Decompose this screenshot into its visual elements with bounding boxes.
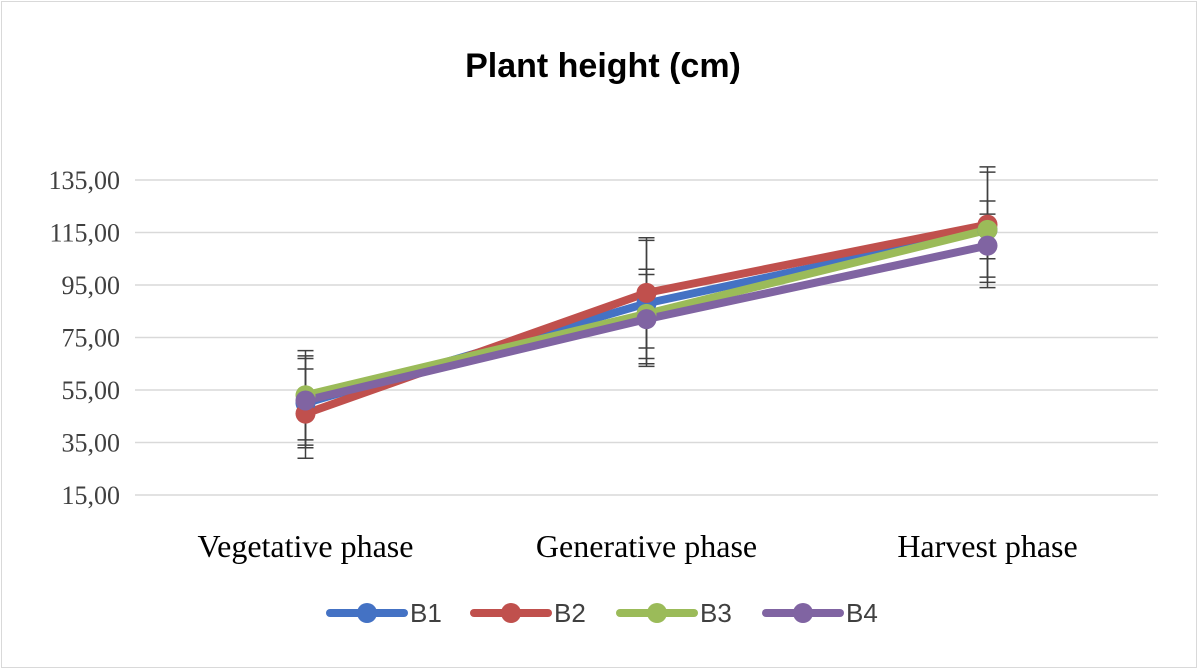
legend: B1 B2 B3 B4 [326, 598, 878, 628]
y-tick-label: 35,00 [62, 429, 121, 458]
legend-label-b3: B3 [700, 598, 732, 628]
x-axis-ticks: Vegetative phase Generative phase Harvest … [198, 528, 1078, 564]
y-tick-label: 75,00 [62, 324, 121, 353]
legend-marker-b2 [501, 603, 521, 623]
y-tick-label: 135,00 [49, 166, 121, 195]
chart-title: Plant height (cm) [465, 47, 741, 85]
y-axis-ticks: 15,00 35,00 55,00 75,00 95,00 115,00 135,00 [49, 166, 121, 510]
y-tick-label: 95,00 [62, 271, 121, 300]
x-tick-label: Generative phase [536, 528, 757, 564]
data-point-b4 [636, 309, 657, 330]
legend-label-b2: B2 [554, 598, 586, 628]
data-point-b2 [636, 282, 657, 303]
legend-label-b4: B4 [846, 598, 878, 628]
legend-marker-b1 [357, 603, 377, 623]
x-tick-label: Harvest phase [897, 528, 1077, 564]
y-tick-label: 115,00 [49, 219, 120, 248]
data-point-b3 [977, 219, 998, 240]
y-tick-label: 15,00 [62, 481, 121, 510]
y-tick-label: 55,00 [62, 376, 121, 405]
legend-label-b1: B1 [410, 598, 442, 628]
x-tick-label: Vegetative phase [198, 528, 414, 564]
series-points [295, 214, 998, 424]
data-point-b4 [295, 390, 316, 411]
data-point-b4 [977, 235, 998, 256]
legend-marker-b3 [647, 603, 667, 623]
legend-marker-b4 [793, 603, 813, 623]
